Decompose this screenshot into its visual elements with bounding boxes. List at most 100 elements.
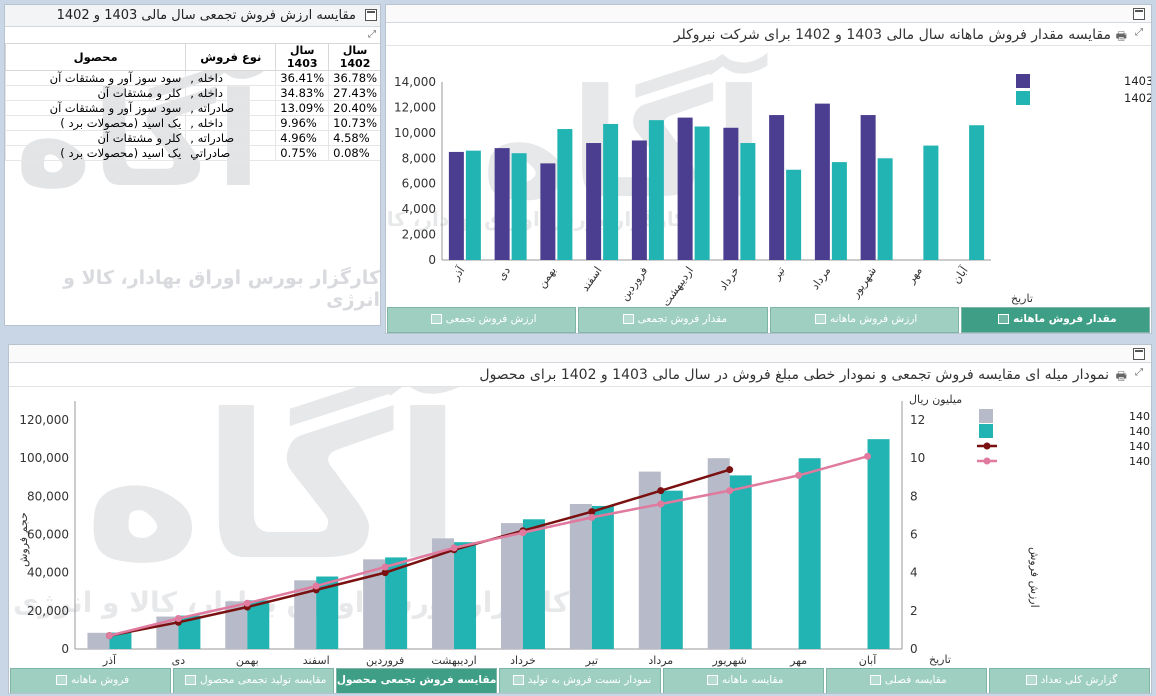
- line-point[interactable]: [381, 569, 389, 577]
- line-point[interactable]: [588, 508, 596, 516]
- export-icon[interactable]: ⤢: [1135, 27, 1143, 38]
- maximize-icon[interactable]: [1133, 348, 1145, 360]
- bar-1402[interactable]: [511, 153, 527, 260]
- cell-type: صادراتي: [185, 145, 277, 161]
- col-header-1402[interactable]: سال 1402: [328, 43, 380, 71]
- line-point[interactable]: [519, 529, 527, 537]
- bar-cum-1402[interactable]: [660, 490, 683, 649]
- x-tick-label: فروردین: [366, 654, 404, 667]
- table-row[interactable]: 27.43% 34.83% داخله , کلر و مشتقات آن: [5, 85, 380, 101]
- legend-label: سال مالی 1403: [1124, 74, 1152, 88]
- col-header-product[interactable]: محصول: [5, 43, 187, 71]
- bar-1403[interactable]: [860, 115, 876, 260]
- bar-cum-1403[interactable]: [294, 580, 317, 649]
- print-icon[interactable]: 🖶: [1115, 369, 1127, 383]
- bar-cum-1402[interactable]: [178, 615, 201, 649]
- col-header-type[interactable]: نوع فروش: [185, 43, 277, 71]
- bar-1402[interactable]: [969, 125, 985, 260]
- line-point[interactable]: [243, 599, 251, 607]
- chart2-tab-4[interactable]: مقایسه ماهانه: [662, 668, 824, 693]
- chart1-tab-2[interactable]: ارزش فروش ماهانه: [769, 307, 959, 333]
- line-point[interactable]: [588, 513, 596, 521]
- chart2-tab-1[interactable]: مقایسه تولید تجمعی محصول: [173, 668, 335, 693]
- line-point[interactable]: [312, 582, 320, 590]
- bar-cum-1402[interactable]: [316, 576, 339, 649]
- bar-1403[interactable]: [723, 127, 739, 261]
- bar-1403[interactable]: [631, 140, 647, 260]
- bar-cum-1403[interactable]: [500, 523, 523, 649]
- bar-cum-1402[interactable]: [109, 632, 132, 649]
- line-value-1403[interactable]: [109, 468, 731, 637]
- bar-1403[interactable]: [586, 143, 602, 260]
- legend-swatch[interactable]: [979, 424, 993, 438]
- line-point[interactable]: [657, 500, 665, 508]
- line-point[interactable]: [174, 614, 182, 622]
- export-icon[interactable]: ⤢: [1135, 367, 1143, 378]
- export-icon[interactable]: ⤢: [368, 29, 376, 40]
- bar-1402[interactable]: [877, 158, 893, 260]
- line-point[interactable]: [105, 632, 113, 640]
- bar-cum-1402[interactable]: [729, 475, 752, 649]
- line-point[interactable]: [864, 452, 872, 460]
- line-point[interactable]: [657, 487, 665, 495]
- bar-cum-1403[interactable]: [87, 632, 110, 649]
- bar-1403[interactable]: [677, 117, 693, 260]
- bar-cum-1403[interactable]: [707, 458, 730, 649]
- line-point[interactable]: [795, 471, 803, 479]
- bar-1403[interactable]: [448, 151, 464, 260]
- table-row[interactable]: 36.78% 36.41% داخله , سود سوز آور و مشتقات …: [5, 70, 380, 86]
- bar-cum-1403[interactable]: [432, 538, 455, 649]
- legend-swatch[interactable]: [1016, 91, 1030, 105]
- chart2-tab-6[interactable]: گزارش کلی تعداد: [988, 668, 1150, 693]
- print-icon[interactable]: 🖶: [1115, 29, 1127, 43]
- bar-1402[interactable]: [694, 126, 710, 261]
- chart1-tab-3[interactable]: مقدار فروش ماهانه: [960, 307, 1150, 333]
- line-point[interactable]: [726, 466, 734, 474]
- bar-1402[interactable]: [603, 123, 619, 260]
- bar-cum-1402[interactable]: [867, 439, 890, 649]
- cell-type: صادراته ,: [185, 100, 277, 116]
- bar-cum-1403[interactable]: [638, 471, 661, 649]
- bar-1403[interactable]: [814, 103, 830, 260]
- chart2-tab-3[interactable]: نمودار نسبت فروش به تولید: [499, 668, 661, 693]
- bar-cum-1402[interactable]: [591, 505, 614, 649]
- line-point[interactable]: [726, 487, 734, 495]
- bar-cum-1402[interactable]: [247, 600, 270, 649]
- chart2-tab-5[interactable]: مقایسه فصلی: [825, 668, 987, 693]
- x-axis-label: تاریخ: [929, 653, 951, 666]
- line-point[interactable]: [381, 563, 389, 571]
- bar-cum-1402[interactable]: [522, 519, 545, 649]
- bar-1402[interactable]: [923, 145, 939, 260]
- legend-swatch[interactable]: [979, 409, 993, 423]
- bar-1402[interactable]: [831, 162, 847, 260]
- bar-cum-1402[interactable]: [798, 458, 821, 649]
- line-point[interactable]: [450, 544, 458, 552]
- table-row[interactable]: 0.08% 0.75% صادراتي یک اسید (محصولات برد ): [5, 145, 380, 161]
- bar-cum-1403[interactable]: [363, 559, 386, 649]
- bar-1402[interactable]: [465, 150, 481, 260]
- legend-swatch[interactable]: [1016, 74, 1030, 88]
- chart1-tab-0[interactable]: ارزش فروش تجمعی: [387, 307, 577, 333]
- bar-cum-1403[interactable]: [569, 504, 592, 649]
- bar-cum-1403[interactable]: [225, 601, 248, 649]
- bar-1402[interactable]: [648, 120, 664, 261]
- col-header-1403[interactable]: سال 1403: [275, 43, 330, 71]
- bar-1402[interactable]: [557, 129, 573, 260]
- bar-cum-1402[interactable]: [385, 557, 408, 649]
- line-value-1402[interactable]: [109, 455, 868, 637]
- table-row[interactable]: 20.40% 13.09% صادراته , سود سوز آور و مشتقا…: [5, 100, 380, 116]
- maximize-icon[interactable]: [1133, 8, 1145, 20]
- chart2-tab-2[interactable]: مقایسه فروش تجمعی محصول: [336, 668, 498, 693]
- bar-1402[interactable]: [786, 169, 802, 260]
- x-tick-label: خرداد: [510, 654, 536, 667]
- table-row[interactable]: 10.73% 9.96% داخله , یک اسید (محصولات برد ): [5, 115, 380, 131]
- bar-cum-1402[interactable]: [454, 542, 477, 649]
- table-row[interactable]: 4.58% 4.96% صادراته , کلر و مشتقات آن: [5, 130, 380, 146]
- bar-1402[interactable]: [740, 143, 756, 260]
- maximize-icon[interactable]: [365, 9, 377, 21]
- bar-1403[interactable]: [540, 163, 556, 260]
- bar-1403[interactable]: [494, 148, 510, 260]
- chart1-tab-1[interactable]: مقدار فروش تجمعی: [578, 307, 768, 333]
- chart2-tab-0[interactable]: فروش ماهانه: [10, 668, 172, 693]
- bar-1403[interactable]: [769, 115, 785, 260]
